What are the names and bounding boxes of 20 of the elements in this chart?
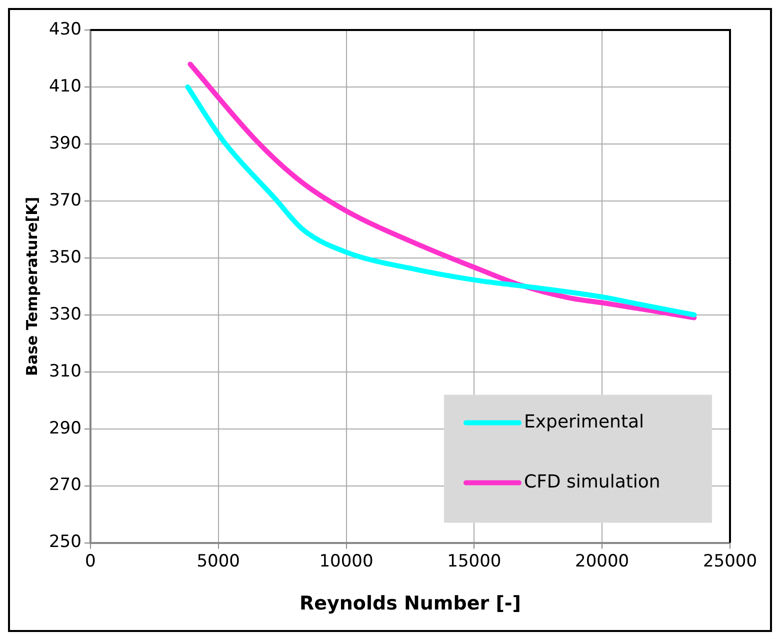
x-tick-label: 5000 <box>196 551 240 572</box>
y-axis-title: Base Temperature[K] <box>22 196 41 376</box>
y-tick-label: 270 <box>48 475 82 496</box>
x-tick-label: 25000 <box>702 551 758 572</box>
y-tick-label: 350 <box>48 247 82 268</box>
y-tick-label: 310 <box>48 361 82 382</box>
y-tick-label: 290 <box>48 418 82 438</box>
x-tick-label: 10000 <box>319 551 374 572</box>
x-axis-title: Reynolds Number [-] <box>299 592 521 615</box>
x-tick-label: 15000 <box>447 551 502 572</box>
x-tick-label: 20000 <box>575 551 630 572</box>
y-tick-label: 390 <box>48 133 82 154</box>
legend-label: Experimental <box>524 411 644 432</box>
y-tick-label: 250 <box>48 532 82 552</box>
y-tick-label: 410 <box>48 76 82 96</box>
y-tick-label: 430 <box>48 19 82 40</box>
y-tick-label: 370 <box>48 190 82 210</box>
y-tick-label: 330 <box>48 304 82 324</box>
x-tick-label: 0 <box>85 551 96 572</box>
legend-label: CFD simulation <box>524 471 660 492</box>
